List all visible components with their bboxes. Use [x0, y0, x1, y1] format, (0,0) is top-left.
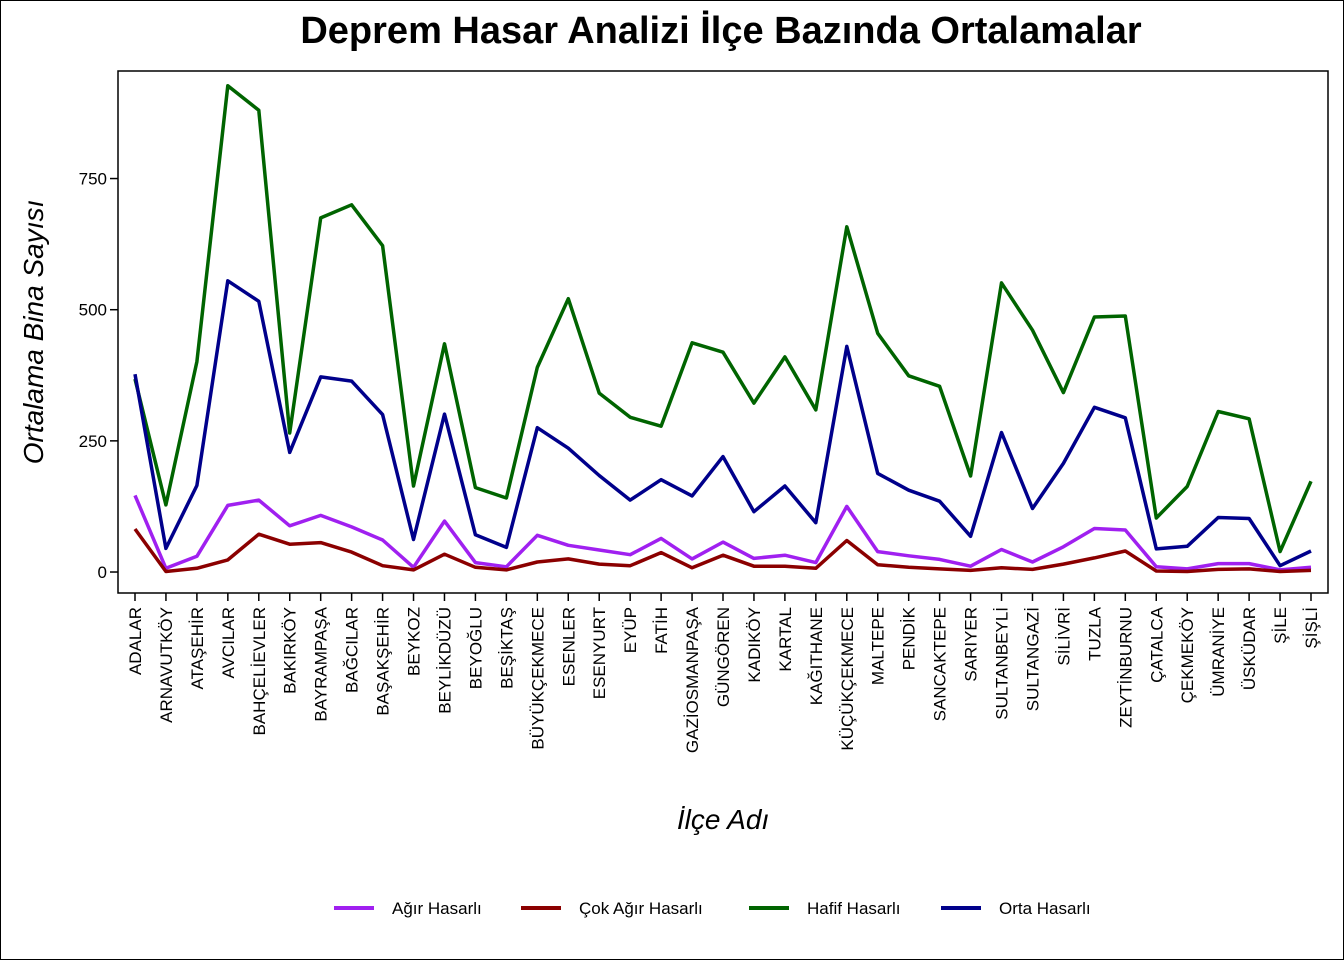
series-line-3 — [133, 279, 1312, 568]
x-tick-label: ESENLER — [559, 607, 578, 686]
x-tick-label: SULTANGAZİ — [1023, 607, 1042, 711]
x-tick-label: GAZİOSMANPAŞA — [683, 606, 702, 753]
chart-title: Deprem Hasar Analizi İlçe Bazında Ortala… — [300, 10, 1141, 52]
x-tick-label: BAŞAKŞEHİR — [374, 607, 393, 716]
x-tick-label: AVCILAR — [219, 607, 238, 679]
x-tick-label: SİLİVRİ — [1054, 607, 1073, 666]
legend-label: Orta Hasarlı — [999, 899, 1091, 918]
x-tick-label: KAĞITHANE — [807, 607, 826, 705]
x-tick-label: ŞİŞLİ — [1302, 607, 1321, 649]
x-tick-label: FATİH — [652, 607, 671, 654]
x-tick-label: ÜSKÜDAR — [1240, 607, 1259, 690]
y-axis-label: Ortalama Bina Sayısı — [18, 200, 49, 465]
legend-label: Çok Ağır Hasarlı — [579, 899, 703, 918]
x-axis-label: İlçe Adı — [677, 804, 769, 835]
x-tick-label: SANCAKTEPE — [931, 607, 950, 721]
x-tick-label: BEYOĞLU — [466, 607, 485, 689]
x-tick-label: KÜÇÜKÇEKMECE — [838, 607, 857, 751]
x-tick-label: ZEYTİNBURNU — [1116, 607, 1135, 728]
x-tick-label: ADALAR — [126, 607, 145, 675]
x-tick-label: KADIKÖY — [745, 607, 764, 683]
x-tick-label: ÇATALCA — [1147, 606, 1166, 683]
series-line-2 — [133, 83, 1313, 554]
x-tick-label: ATAŞEHİR — [188, 607, 207, 690]
x-tick-label: BAHÇELİEVLER — [250, 607, 269, 736]
y-tick-label: 250 — [79, 432, 107, 451]
x-tick-label: BÜYÜKÇEKMECE — [528, 607, 547, 750]
x-axis: ADALAR ARNAVUTKÖY ATAŞEHİR AVCILAR BAHÇELİEV… — [126, 593, 1321, 753]
x-tick-label: BAKIRKÖY — [281, 607, 300, 694]
x-tick-label: GÜNGÖREN — [714, 607, 733, 707]
y-tick-label: 500 — [79, 301, 107, 320]
x-tick-label: ÇEKMEKÖY — [1178, 607, 1197, 703]
x-tick-label: SARIYER — [962, 607, 981, 682]
x-tick-label: TUZLA — [1085, 606, 1104, 661]
x-tick-label: KARTAL — [776, 607, 795, 672]
x-tick-label: BEYKOZ — [405, 607, 424, 676]
y-axis: 0 250 500 750 — [79, 170, 118, 582]
x-tick-label: SULTANBEYLİ — [993, 607, 1012, 720]
x-tick-label: PENDİK — [900, 606, 919, 670]
x-tick-label: BAYRAMPAŞA — [312, 606, 331, 721]
x-tick-label: ESENYURT — [590, 607, 609, 699]
series-line-1 — [133, 527, 1312, 574]
y-tick-label: 750 — [79, 170, 107, 189]
legend-label: Ağır Hasarlı — [392, 899, 482, 918]
x-tick-label: EYÜP — [621, 607, 640, 653]
y-tick-label: 0 — [98, 563, 107, 582]
series-line-0 — [133, 494, 1312, 572]
x-tick-label: BAĞCILAR — [343, 607, 362, 693]
x-tick-label: ARNAVUTKÖY — [157, 607, 176, 723]
x-tick-label: BEŞİKTAŞ — [497, 607, 516, 689]
x-tick-label: ŞİLE — [1271, 607, 1290, 644]
series-lines — [133, 83, 1313, 574]
x-tick-label: BEYLİKDÜZÜ — [435, 607, 454, 714]
legend: Ağır Hasarlı Çok Ağır Hasarlı Hafif Hasarl… — [334, 899, 1091, 918]
x-tick-label: ÜMRANİYE — [1209, 607, 1228, 697]
x-tick-label: MALTEPE — [869, 607, 888, 685]
legend-label: Hafif Hasarlı — [807, 899, 901, 918]
